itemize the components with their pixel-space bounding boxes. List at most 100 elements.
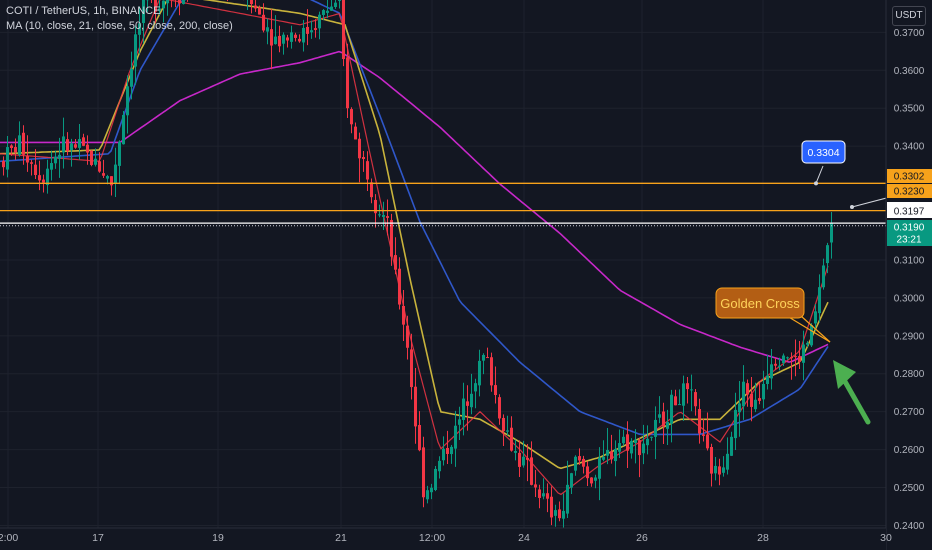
ma-10-line <box>0 0 829 496</box>
candle-body <box>630 440 633 454</box>
candle-body <box>638 440 641 456</box>
candle-body <box>254 5 257 9</box>
candle-body <box>714 465 717 474</box>
candle-body <box>302 27 305 43</box>
candle-body <box>514 450 517 453</box>
candle-body <box>306 26 309 34</box>
candle-body <box>626 434 629 451</box>
candle-body <box>526 457 529 460</box>
candle-body <box>810 324 813 346</box>
candle-body <box>686 383 689 390</box>
candle-body <box>794 356 797 358</box>
price-axis[interactable]: 0.3700 0.3600 0.3500 0.3400 0.3100 0.3000 0.29… <box>885 0 932 550</box>
callout-label: 0.3304 <box>807 147 839 159</box>
candle-body <box>562 510 565 519</box>
candle-body <box>402 305 405 325</box>
candle-body <box>550 496 553 518</box>
candle-body <box>802 344 805 363</box>
symbol-title[interactable]: COTI / TetherUS, 1h, BINANCE <box>6 5 161 17</box>
candle-body <box>510 427 513 451</box>
candle-body <box>274 36 277 45</box>
candle-body <box>646 438 649 446</box>
candle-body <box>566 484 569 514</box>
candle-body <box>138 23 141 35</box>
candle-body <box>326 10 329 13</box>
candle-body <box>670 394 673 424</box>
candle-body <box>426 490 429 500</box>
countdown-badge: 23:21 <box>896 235 921 246</box>
candle-body <box>106 176 109 179</box>
candle-body <box>54 156 57 164</box>
candle-body <box>62 136 65 153</box>
candle-body <box>654 419 657 437</box>
candle-body <box>398 268 401 305</box>
candle-body <box>110 176 113 186</box>
candle-body <box>710 446 713 474</box>
candle-body <box>494 385 497 396</box>
candle-body <box>422 447 425 498</box>
price-tick-label: 0.3500 <box>894 104 925 115</box>
drawings[interactable]: 0.3304 Golden Cross <box>715 140 895 425</box>
price-axis-bg <box>886 0 932 550</box>
annotation-box <box>715 287 805 319</box>
candle-body <box>418 425 421 451</box>
candle-body <box>162 0 165 9</box>
candle-body <box>482 354 485 361</box>
arrow-shaft <box>840 375 871 425</box>
candle-body <box>782 355 785 363</box>
candle-body <box>474 383 477 392</box>
candle-body <box>786 357 789 359</box>
time-axis[interactable]: 2:00 17 19 21 12:00 24 26 28 30 <box>0 527 892 550</box>
horizontal-levels[interactable] <box>0 182 886 227</box>
candle-body <box>130 68 133 87</box>
candle-body <box>506 430 509 432</box>
price-tick-label: 0.2600 <box>894 445 925 456</box>
candle-body <box>790 357 793 359</box>
candle-body <box>578 456 581 461</box>
time-tick-label: 2:00 <box>0 532 18 544</box>
candle-body <box>822 265 825 288</box>
price-tick-label: 0.3400 <box>894 142 925 153</box>
moving-average-lines <box>0 0 829 496</box>
candle-body <box>530 457 533 485</box>
time-tick-label: 19 <box>212 532 224 544</box>
price-tick-label: 0.3700 <box>894 28 925 39</box>
callout-leader <box>815 165 824 184</box>
candle-body <box>414 386 417 427</box>
candle-body <box>118 141 121 166</box>
candle-body <box>490 357 493 386</box>
indicator-title[interactable]: MA (10, close, 21, close, 50, close, 200… <box>6 20 233 32</box>
time-tick-label: 26 <box>636 532 648 544</box>
time-axis-bg <box>0 528 886 550</box>
level-badge-0-3302: 0.3302 <box>894 172 925 183</box>
candle-body <box>706 434 709 449</box>
candle-body <box>698 409 701 434</box>
candle-body <box>262 14 265 31</box>
candle-body <box>290 32 293 42</box>
currency-badge[interactable]: USDT <box>892 6 926 26</box>
level-leader-dot <box>850 205 854 209</box>
candle-body <box>346 57 349 109</box>
price-tick-label: 0.2700 <box>894 407 925 418</box>
candle-body <box>250 0 253 5</box>
time-tick-label: 30 <box>880 532 892 544</box>
candle-body <box>30 162 33 164</box>
candle-body <box>386 216 389 218</box>
candle-body <box>70 143 73 151</box>
candle-body <box>270 29 273 46</box>
candle-body <box>50 163 53 170</box>
ma-50-line <box>0 0 829 436</box>
level-badge-0-3197-bg <box>887 202 932 218</box>
candle-body <box>766 375 769 384</box>
candle-body <box>114 164 117 184</box>
level-badge-0-3230-bg <box>887 184 932 198</box>
candle-body <box>406 325 409 348</box>
candle-body <box>690 389 693 391</box>
callout-anchor <box>814 181 818 186</box>
countdown-badge-bg <box>887 233 932 246</box>
candle-body <box>462 398 465 420</box>
level-badge-0-3302-bg <box>887 169 932 183</box>
candle-body <box>622 436 625 444</box>
candle-body <box>570 473 573 488</box>
